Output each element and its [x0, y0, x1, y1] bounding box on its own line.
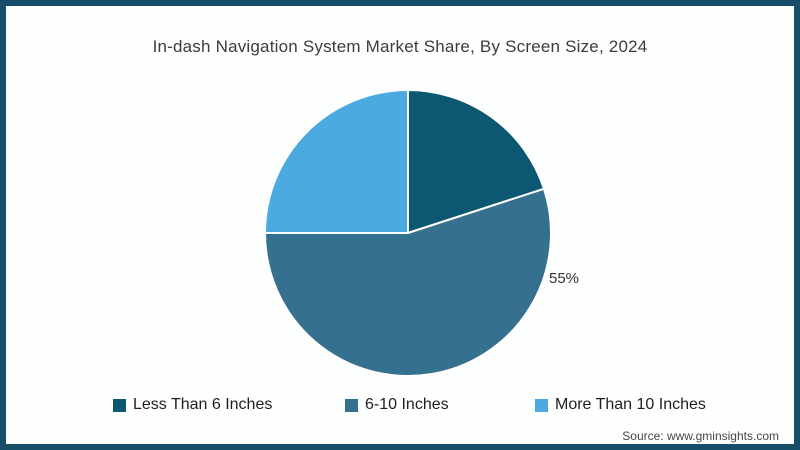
legend-item-more-than-10-inches: More Than 10 Inches [535, 396, 706, 414]
legend-swatch-icon [345, 398, 358, 412]
source-text: Source: www.gminsights.com [622, 429, 779, 443]
legend-item-label: 6-10 Inches [365, 396, 449, 413]
slice-value-label: 55% [549, 270, 580, 287]
legend: Less Than 6 Inches 6-10 Inches More Than… [6, 396, 794, 418]
legend-swatch-icon [113, 398, 126, 412]
legend-item-label: More Than 10 Inches [555, 396, 706, 413]
legend-item-less-than-6-inches: Less Than 6 Inches [113, 396, 272, 414]
legend-swatch-icon [535, 398, 548, 412]
legend-item-6-10-inches: 6-10 Inches [345, 396, 449, 414]
pie-slice-2 [264, 89, 409, 234]
legend-item-label: Less Than 6 Inches [133, 396, 273, 413]
pie-slice-1 [264, 187, 552, 377]
pie-slice-0 [407, 89, 545, 234]
chart-title: In-dash Navigation System Market Share, … [152, 37, 648, 56]
pie-chart [264, 89, 552, 377]
